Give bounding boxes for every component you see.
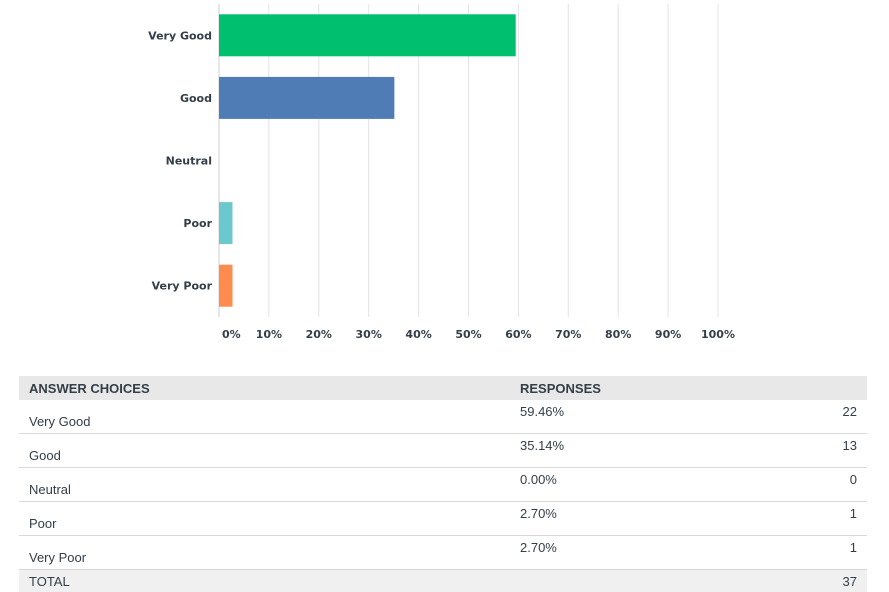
row-choice: Neutral [19,468,510,502]
row-count: 22 [728,400,867,434]
row-choice: Poor [19,502,510,536]
x-tick-label: 30% [356,328,382,341]
row-percent: 2.70% [510,502,728,536]
category-label: Very Poor [152,280,213,293]
category-label: Neutral [166,155,212,168]
row-count: 0 [728,468,867,502]
x-tick-label: 90% [655,328,681,341]
table-row: Very Good 59.46% 22 [19,400,867,434]
x-tick-label: 40% [405,328,431,341]
bar-very-poor [219,265,232,307]
category-label: Good [180,92,212,105]
header-responses: RESPONSES [510,376,867,400]
row-percent: 2.70% [510,536,728,570]
row-count: 1 [728,502,867,536]
row-count: 1 [728,536,867,570]
table-total-row: TOTAL 37 [19,570,867,592]
total-label: TOTAL [19,570,510,592]
category-label: Very Good [148,29,212,42]
x-tick-label: 80% [605,328,631,341]
row-choice: Very Good [19,400,510,434]
x-tick-label: 10% [256,328,282,341]
responses-table: ANSWER CHOICES RESPONSES Very Good 59.46… [19,376,867,592]
row-choice: Very Poor [19,536,510,570]
table-row: Poor 2.70% 1 [19,502,867,536]
row-percent: 0.00% [510,468,728,502]
table-row: Very Poor 2.70% 1 [19,536,867,570]
header-answer-choices: ANSWER CHOICES [19,376,510,400]
table-row: Neutral 0.00% 0 [19,468,867,502]
row-choice: Good [19,434,510,468]
row-percent: 35.14% [510,434,728,468]
bar-chart: Very Good Good Neutral Poor Very Poor 0% 10% 20… [0,0,889,360]
x-tick-label: 70% [555,328,581,341]
table-header-row: ANSWER CHOICES RESPONSES [19,376,867,400]
bar-very-good [219,14,516,56]
table-row: Good 35.14% 13 [19,434,867,468]
row-count: 13 [728,434,867,468]
total-count: 37 [728,570,867,592]
total-spacer [510,570,728,592]
x-tick-label: 0% [222,328,241,341]
x-tick-label: 60% [505,328,531,341]
x-tick-label: 50% [455,328,481,341]
row-percent: 59.46% [510,400,728,434]
x-tick-label: 20% [306,328,332,341]
bar-poor [219,202,232,244]
category-label: Poor [183,217,212,230]
x-tick-label: 100% [701,328,735,341]
bar-good [219,77,394,119]
